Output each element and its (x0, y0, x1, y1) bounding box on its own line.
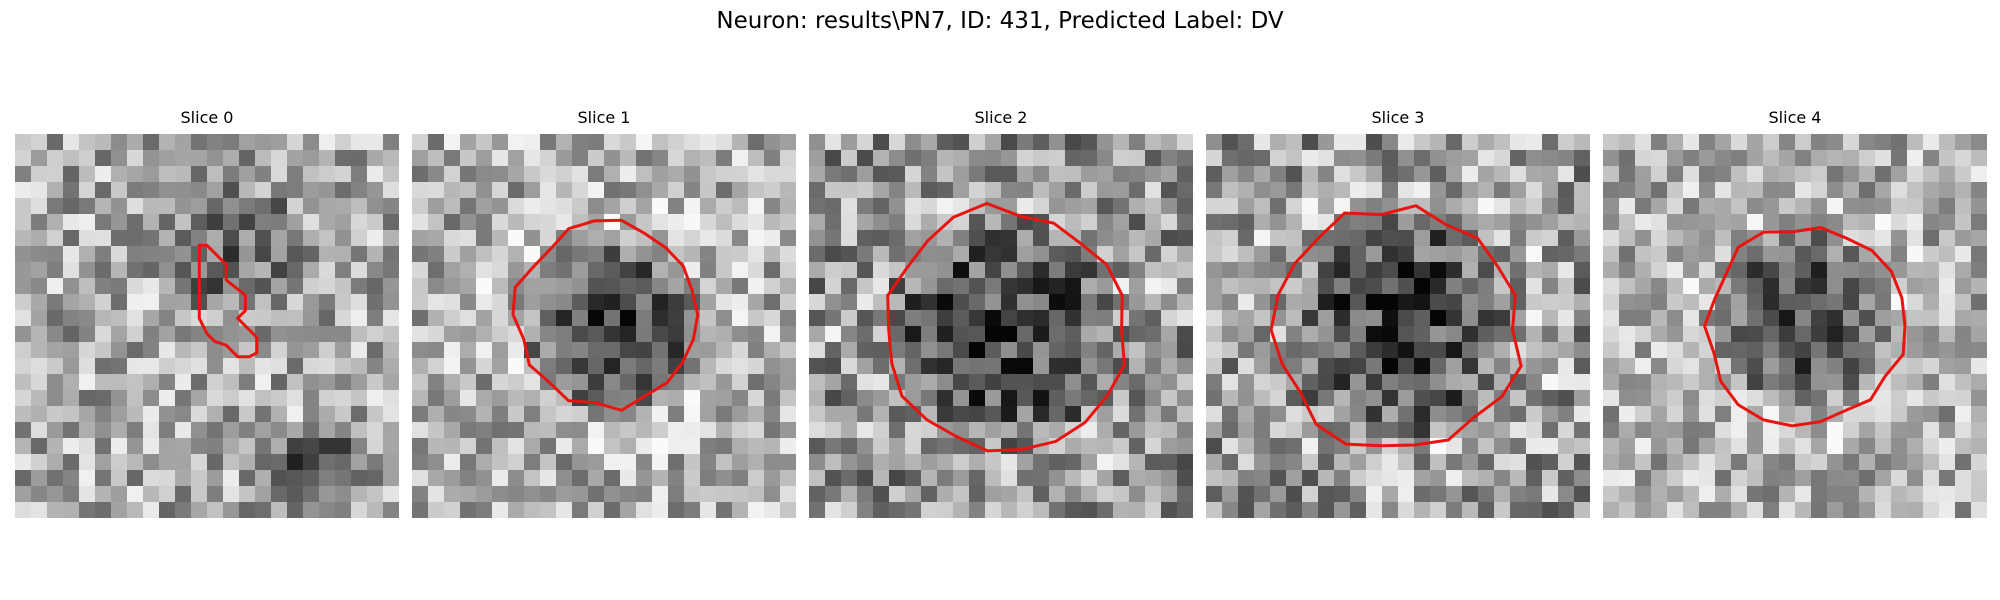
figure-title: Neuron: results\PN7, ID: 431, Predicted … (716, 8, 1284, 34)
slice-image-3 (1206, 134, 1590, 518)
pixel-grid (809, 134, 1193, 518)
slice-image-1 (412, 134, 796, 518)
slice-image-2 (809, 134, 1193, 518)
roi-contour (511, 218, 700, 412)
pixel-grid (412, 134, 796, 518)
slice-panel-3: Slice 3 (1206, 108, 1590, 520)
slice-title-3: Slice 3 (1371, 108, 1425, 127)
pixel-grid (15, 134, 399, 518)
pixel-grid (1206, 134, 1590, 518)
slice-image-4 (1603, 134, 1987, 518)
slice-panel-2: Slice 2 (809, 108, 1193, 520)
roi-contour (1703, 226, 1907, 428)
slice-title-2: Slice 2 (974, 108, 1028, 127)
slice-title-0: Slice 0 (180, 108, 234, 127)
slice-image-0 (15, 134, 399, 518)
slice-title-4: Slice 4 (1768, 108, 1822, 127)
roi-contour (1269, 204, 1523, 448)
slice-title-1: Slice 1 (577, 108, 631, 127)
roi-contour (886, 201, 1126, 453)
slice-panel-1: Slice 1 (412, 108, 796, 520)
pixel-grid (1603, 134, 1987, 518)
roi-contour (197, 243, 259, 359)
slice-panel-0: Slice 0 (15, 108, 399, 520)
slice-panel-4: Slice 4 (1603, 108, 1987, 520)
